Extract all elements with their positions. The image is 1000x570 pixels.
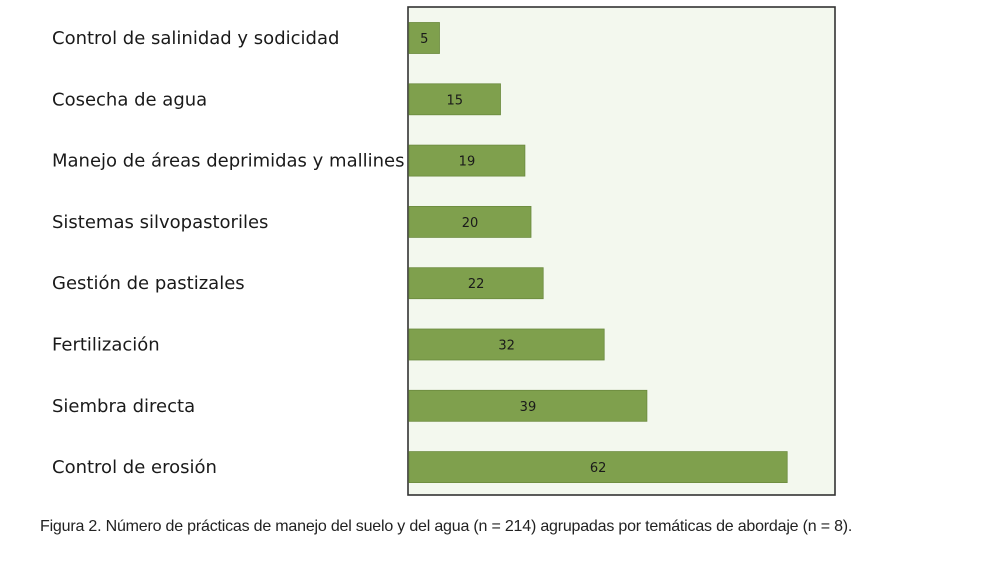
bar [408,144,526,177]
category-label: Control de salinidad y sodicidad [52,28,339,49]
category-label: Siembra directa [52,396,195,417]
bar [408,451,788,484]
data-label: 62 [590,461,607,476]
bar [408,328,605,361]
data-label: 19 [459,155,476,170]
data-label: 15 [446,93,463,108]
category-label: Cosecha de agua [52,89,207,110]
data-label: 32 [498,339,515,354]
category-label: Manejo de áreas deprimidas y mallines [52,151,404,172]
category-label: Gestión de pastizales [52,273,245,294]
data-label: 20 [462,216,479,231]
plot-area [407,6,836,496]
category-label: Fertilización [52,335,160,356]
figure-caption: Figura 2. Número de prácticas de manejo … [40,518,853,535]
bar-chart: Control de salinidad y sodicidad 5 Cosecha… [52,6,836,496]
data-label: 5 [420,32,428,47]
data-label: 39 [520,400,537,415]
bar [408,389,648,422]
category-label: Control de erosión [52,457,217,478]
data-label: 22 [468,277,485,292]
bar [408,83,501,116]
category-label: Sistemas silvopastoriles [52,212,268,233]
bar [408,22,440,54]
bar [408,267,544,300]
bar [408,205,532,238]
